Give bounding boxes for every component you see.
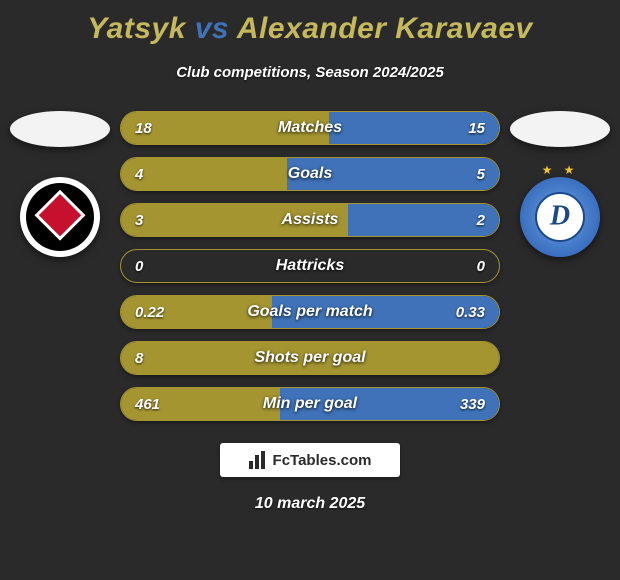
stat-value-left: 3 xyxy=(121,212,191,229)
stat-label: Matches xyxy=(191,119,429,137)
stat-value-left: 8 xyxy=(121,350,191,367)
footer-date: 10 march 2025 xyxy=(0,495,620,513)
stat-label: Goals xyxy=(191,165,429,183)
stat-row: 8Shots per goal xyxy=(120,341,500,375)
brand-name: FcTables.com xyxy=(273,452,372,469)
stat-label: Min per goal xyxy=(191,395,429,413)
stat-value-left: 0.22 xyxy=(121,304,191,321)
brand-logo[interactable]: FcTables.com xyxy=(220,443,400,477)
stat-value-right: 0 xyxy=(429,258,499,275)
right-side-column: ★ ★ xyxy=(500,111,620,257)
stat-row: 18Matches15 xyxy=(120,111,500,145)
stat-row: 3Assists2 xyxy=(120,203,500,237)
left-side-column xyxy=(0,111,120,257)
player1-avatar-placeholder xyxy=(10,111,110,147)
stat-value-left: 18 xyxy=(121,120,191,137)
stat-value-right: 2 xyxy=(429,212,499,229)
stat-row: 461Min per goal339 xyxy=(120,387,500,421)
stat-row: 0.22Goals per match0.33 xyxy=(120,295,500,329)
stat-label: Hattricks xyxy=(191,257,429,275)
stat-value-right: 0.33 xyxy=(429,304,499,321)
club-badge-right: ★ ★ xyxy=(520,177,600,257)
vs-label: vs xyxy=(195,12,229,45)
stat-row: 4Goals5 xyxy=(120,157,500,191)
stat-value-right: 15 xyxy=(429,120,499,137)
stat-label: Assists xyxy=(191,211,429,229)
season-subtitle: Club competitions, Season 2024/2025 xyxy=(0,64,620,81)
stat-value-right: 339 xyxy=(429,396,499,413)
comparison-title: Yatsyk vs Alexander Karavaev xyxy=(0,0,620,46)
comparison-content: 18Matches15 4Goals5 3Assists2 0Hattricks0 0.… xyxy=(0,111,620,421)
player1-name: Yatsyk xyxy=(87,12,186,45)
club-stars-icon: ★ ★ xyxy=(520,163,600,177)
stats-container: 18Matches15 4Goals5 3Assists2 0Hattricks0 0.… xyxy=(120,111,500,421)
club-badge-left xyxy=(20,177,100,257)
player2-name: Alexander Karavaev xyxy=(237,12,533,45)
stat-row: 0Hattricks0 xyxy=(120,249,500,283)
stat-value-left: 4 xyxy=(121,166,191,183)
stat-label: Goals per match xyxy=(191,303,429,321)
stat-label: Shots per goal xyxy=(191,349,429,367)
stat-value-right: 5 xyxy=(429,166,499,183)
stat-value-left: 0 xyxy=(121,258,191,275)
stat-value-left: 461 xyxy=(121,396,191,413)
player2-avatar-placeholder xyxy=(510,111,610,147)
chart-icon xyxy=(249,451,267,469)
